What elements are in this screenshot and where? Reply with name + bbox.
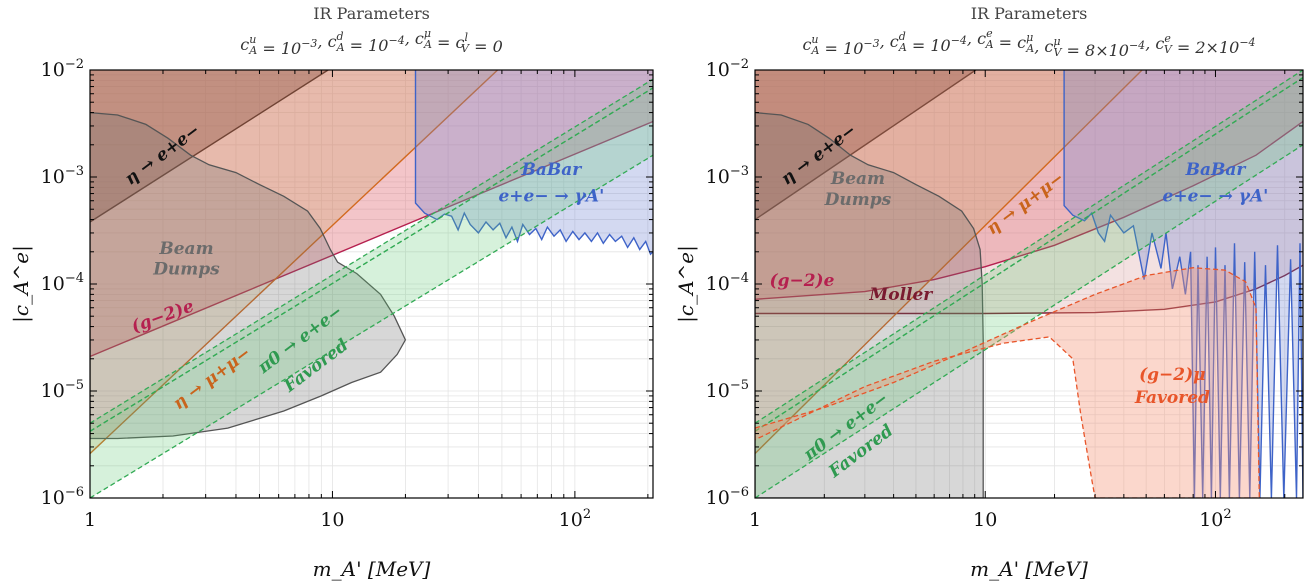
annotation-g-2: (g−2)μ (1139, 365, 1206, 385)
y-tick-label: 10−3 (41, 164, 84, 188)
annotation-beam: Beam (158, 239, 213, 259)
y-tick-label-base: 10 (41, 166, 65, 188)
y-tick-label-exponent: −5 (65, 378, 84, 393)
subtitle-part: −4 (1239, 36, 1255, 49)
y-tick-label: 10−4 (706, 271, 749, 295)
y-tick-label-exponent: −2 (65, 57, 84, 72)
subtitle-part: = 10 (257, 39, 301, 58)
y-tick-label: 10−5 (41, 378, 84, 402)
x-tick-label: 10 (320, 509, 344, 531)
y-tick-label-exponent: −3 (65, 164, 84, 179)
x-axis-label: m_A' [MeV] (970, 557, 1088, 581)
y-tick-label: 10−3 (706, 164, 749, 188)
y-tick-label: 10−6 (41, 485, 84, 509)
annotation-moller: Moller (868, 285, 933, 305)
y-axis-label: |c_A^e| (674, 245, 699, 323)
x-tick-label: 10 (973, 509, 997, 531)
subtitle-part: −3 (863, 37, 879, 50)
y-tick-label: 10−2 (41, 57, 84, 81)
y-tick-label: 10−4 (41, 271, 84, 295)
y-axis-label: |c_A^e| (9, 245, 34, 323)
x-tick-label: 1 (84, 509, 96, 531)
y-tick-label-base: 10 (41, 487, 65, 509)
subtitle-part: , c (1034, 37, 1053, 56)
subtitle-part: = 10 (907, 36, 951, 55)
subtitle-part: −3 (301, 37, 317, 50)
subtitle-part: A (423, 38, 432, 51)
y-tick-label-exponent: −6 (65, 485, 84, 500)
subtitle-part: = 10 (819, 39, 863, 58)
y-tick-label-exponent: −6 (730, 485, 749, 500)
y-tick-label-base: 10 (706, 380, 730, 402)
subtitle-part: A (336, 41, 345, 54)
chart-title: IR Parameters (971, 4, 1088, 23)
y-tick-label-base: 10 (41, 273, 65, 295)
subtitle-part: , c (317, 32, 336, 51)
y-tick-label-base: 10 (706, 487, 730, 509)
chart-title: IR Parameters (313, 4, 430, 23)
chart-subtitle: cu A = 10−3, cd A = 10−4, cμ A = cl V = 0 (240, 27, 503, 58)
y-tick-label-exponent: −2 (730, 57, 749, 72)
x-tick-label-exponent: 2 (583, 507, 591, 522)
y-tick-label-exponent: −3 (730, 164, 749, 179)
subtitle-part: A (1025, 42, 1034, 55)
subtitle-part: = c (432, 33, 465, 52)
annotation-e-e-a: e+e− → γA' (1163, 187, 1269, 207)
x-axis-label: m_A' [MeV] (313, 557, 431, 581)
x-tick-label: 102 (559, 507, 591, 531)
annotation-babar: BaBar (521, 160, 583, 180)
subtitle-part: −4 (951, 34, 967, 47)
y-tick-label-base: 10 (706, 166, 730, 188)
subtitle-part: −4 (388, 34, 404, 47)
subtitle-part: , c (880, 32, 899, 51)
y-tick-label: 10−2 (706, 57, 749, 81)
subtitle-part: , c (1145, 34, 1164, 53)
annotation-favored: Favored (1134, 388, 1210, 408)
y-tick-label: 10−5 (706, 378, 749, 402)
subtitle-part: = 8×10 (1061, 41, 1129, 60)
subtitle-part: A (898, 41, 907, 54)
subtitle-part: c (240, 35, 249, 54)
subtitle-part: −4 (1129, 39, 1145, 52)
annotation-beam: Beam (830, 169, 885, 189)
y-tick-label-base: 10 (41, 59, 65, 81)
subtitle-part: , c (967, 29, 986, 48)
annotation-g-2-e: (g−2)e (770, 271, 835, 291)
y-tick-label-exponent: −4 (730, 271, 749, 286)
y-tick-label: 10−6 (706, 485, 749, 509)
y-tick-label-exponent: −4 (65, 271, 84, 286)
subtitle-part: A (985, 38, 994, 51)
subtitle-part: = 10 (345, 36, 389, 55)
annotation-dumps: Dumps (824, 190, 892, 210)
subtitle-part: = 2×10 (1172, 38, 1240, 57)
chart-subtitle: cu A = 10−3, cd A = 10−4, ce A = cμ A, cμ V =… (802, 27, 1255, 60)
y-tick-label-base: 10 (41, 380, 65, 402)
subtitle-part: A (248, 44, 257, 57)
subtitle-part: , c (405, 29, 424, 48)
annotation-dumps: Dumps (152, 260, 220, 280)
y-tick-label-base: 10 (706, 59, 730, 81)
subtitle-part: = c (994, 33, 1027, 52)
x-tick-label-exponent: 2 (1223, 507, 1231, 522)
y-tick-label-exponent: −5 (730, 378, 749, 393)
subtitle-part: c (802, 35, 811, 54)
annotation-e-e-a: e+e− → γA' (498, 187, 604, 207)
annotation-babar: BaBar (1185, 160, 1247, 180)
subtitle-part: = 0 (469, 37, 503, 56)
subtitle-part: A (811, 44, 820, 57)
y-tick-label-base: 10 (706, 273, 730, 295)
x-tick-label: 1 (749, 509, 761, 531)
x-tick-label: 102 (1199, 507, 1231, 531)
